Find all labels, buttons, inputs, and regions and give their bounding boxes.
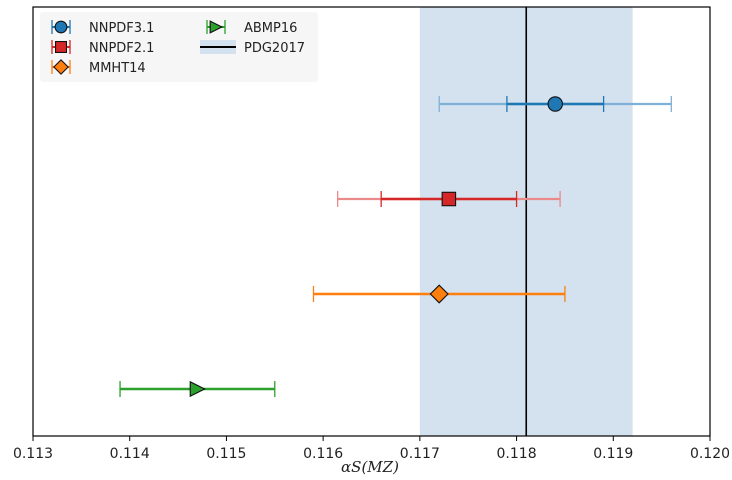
- plot-frame: [32, 6, 711, 437]
- legend-marker-nnpdf31: [54, 20, 68, 34]
- nnpdf31-point: [547, 96, 564, 112]
- x-tick-label: 0.115: [206, 446, 246, 462]
- legend-label-nnpdf21: NNPDF2.1: [89, 41, 154, 56]
- nnpdf21-point: [441, 191, 457, 207]
- legend-box: [40, 12, 318, 82]
- legend-item-nnpdf21: NNPDF2.1: [51, 40, 154, 56]
- x-tick-label: 0.116: [303, 446, 343, 462]
- x-tick-label: 0.120: [690, 446, 730, 462]
- legend-label-abmp16: ABMP16: [244, 21, 297, 36]
- legend-item-pdg2017: PDG2017: [200, 40, 305, 56]
- legend-label-nnpdf31: NNPDF3.1: [89, 21, 154, 36]
- x-tick-label: 0.113: [13, 446, 53, 462]
- x-axis-label: αS(MZ): [341, 458, 399, 476]
- legend-marker-nnpdf21: [54, 40, 68, 54]
- mmht14-point: [429, 284, 449, 304]
- x-tick-label: 0.119: [593, 446, 633, 462]
- x-tick-label: 0.114: [110, 446, 150, 462]
- legend-marker-mmht14: [53, 59, 69, 75]
- legend-label-mmht14: MMHT14: [89, 61, 146, 76]
- legend: NNPDF3.1 NNPDF2.1 MMHT14 ABMP16 PDG2017: [40, 12, 318, 82]
- abmp16-point: [189, 380, 206, 398]
- legend-label-pdg2017: PDG2017: [244, 41, 305, 56]
- legend-marker-abmp16: [209, 20, 224, 34]
- legend-item-mmht14: MMHT14: [51, 59, 146, 76]
- series-mmht14: [312, 284, 566, 304]
- legend-item-nnpdf31: NNPDF3.1: [51, 20, 154, 36]
- x-tick-label: 0.117: [400, 446, 440, 462]
- series-nnpdf21: [336, 191, 561, 207]
- x-tick-label: 0.118: [497, 446, 537, 462]
- series-abmp16: [119, 380, 276, 398]
- series-nnpdf31: [438, 96, 672, 112]
- legend-item-abmp16: ABMP16: [206, 20, 297, 36]
